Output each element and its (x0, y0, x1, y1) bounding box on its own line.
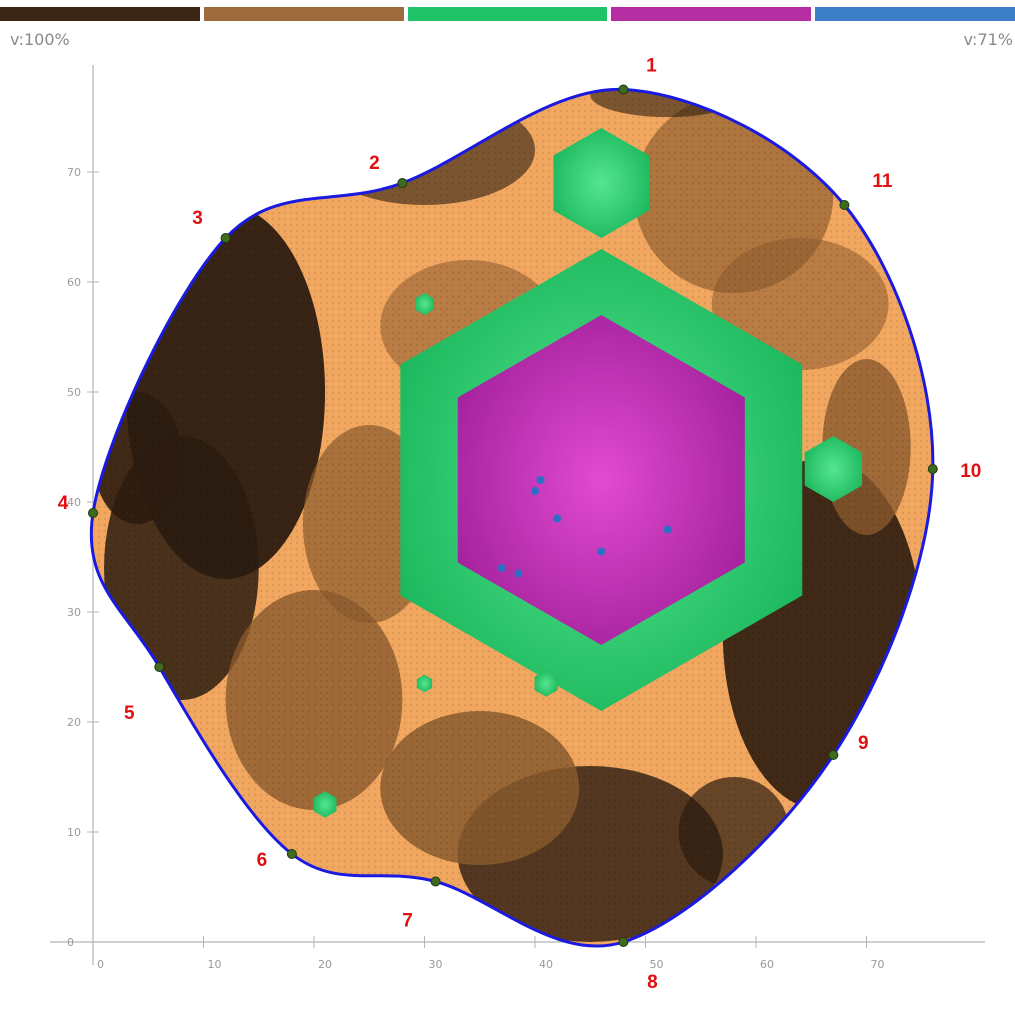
y-tick-label: 10 (67, 826, 81, 839)
boundary-label: 1 (646, 56, 657, 77)
blue-hotspot (514, 569, 523, 578)
x-tick-label: 30 (429, 958, 443, 971)
boundary-label: 8 (647, 972, 658, 993)
legend-segment-3 (407, 7, 608, 21)
legend-segment-5 (815, 7, 1015, 21)
boundary-marker (618, 84, 629, 95)
boundary-marker (618, 937, 629, 947)
boundary-label: 10 (960, 461, 981, 482)
y-tick-label: 0 (67, 936, 74, 949)
boundary-label: 9 (858, 733, 869, 754)
blue-hotspot (497, 564, 506, 572)
legend-segment-4 (611, 7, 812, 21)
legend-min-label: v:100% (10, 30, 70, 49)
y-tick-label: 50 (67, 386, 81, 399)
x-tick-label: 40 (539, 958, 553, 971)
y-tick-label: 30 (67, 606, 81, 619)
y-tick-label: 20 (67, 716, 81, 729)
green-region (553, 128, 650, 238)
boundary-label: 5 (124, 703, 135, 724)
boundary-marker (828, 750, 839, 760)
blue-hotspot (536, 476, 545, 484)
green-region (534, 670, 558, 697)
x-tick-label: 0 (97, 958, 104, 971)
boundary-label: 7 (402, 911, 413, 932)
boundary-marker (88, 508, 98, 518)
legend-max-label: v:71% (963, 30, 1013, 49)
y-tick-label: 60 (67, 276, 81, 289)
magenta-region (457, 315, 745, 645)
green-region (313, 791, 337, 818)
boundary-marker (839, 200, 850, 210)
x-tick-label: 20 (318, 958, 332, 971)
y-tick-label: 40 (67, 496, 81, 509)
boundary-marker (286, 849, 297, 859)
boundary-label: 6 (257, 850, 268, 871)
x-tick-label: 70 (871, 958, 885, 971)
boundary-marker (927, 464, 938, 474)
boundary-outline (89, 87, 935, 948)
legend-segment-2 (203, 7, 404, 21)
x-tick-label: 10 (208, 958, 222, 971)
y-tick-label: 70 (67, 166, 81, 179)
boundary-points: 1 2 3 4 5 6 7 8 9 10 11 (58, 56, 982, 994)
boundary-marker (154, 662, 165, 672)
color-legend-bar (0, 0, 1015, 22)
boundary-label: 3 (192, 208, 203, 229)
boundary-marker (220, 233, 231, 243)
green-region (416, 674, 433, 693)
green-region (804, 436, 863, 502)
boundary-label: 4 (58, 493, 69, 514)
legend-segment-1 (0, 7, 200, 21)
x-tick-label: 50 (650, 958, 664, 971)
x-tick-label: 60 (760, 958, 774, 971)
boundary-marker (397, 178, 408, 188)
green-region (414, 293, 435, 315)
blue-hotspot (553, 514, 562, 523)
blue-hotspot (597, 547, 606, 556)
boundary-label: 11 (872, 171, 893, 192)
blue-hotspot (663, 525, 672, 534)
blue-hotspot (531, 487, 539, 495)
boundary-label: 2 (369, 153, 380, 174)
boundary-marker (430, 876, 441, 887)
